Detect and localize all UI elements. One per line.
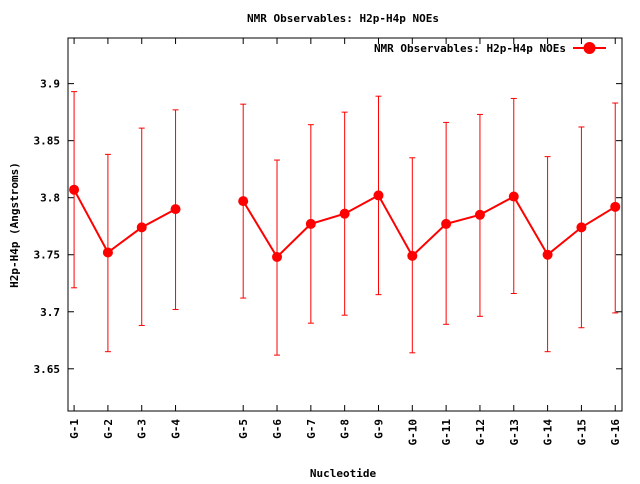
y-tick-label: 3.7: [40, 306, 60, 319]
data-point: [238, 196, 249, 207]
x-tick-label: G-2: [102, 419, 115, 439]
data-point: [474, 209, 485, 220]
data-points: [69, 184, 621, 263]
y-axis-label: H2p-H4p (Angstroms): [8, 162, 21, 288]
x-tick-label: G-1: [68, 419, 81, 439]
x-tick-label: G-12: [474, 419, 487, 446]
data-point: [441, 218, 452, 229]
series-line-segment: [73, 189, 177, 254]
legend-marker: [583, 42, 596, 54]
y-tick-label: 3.75: [34, 249, 61, 262]
data-point: [508, 191, 519, 202]
x-tick-label: G-16: [609, 419, 622, 446]
data-point: [339, 208, 350, 219]
x-tick-label: G-9: [372, 419, 385, 439]
series-lines: [73, 189, 616, 259]
data-point: [170, 204, 181, 215]
x-axis-label: Nucleotide: [310, 467, 377, 480]
y-tick-label: 3.8: [40, 192, 60, 205]
axes: 3.65 3.7 3.75 3.8 3.85 3.9 G-1 G-2 G-3 G-4 G-5 G-6 G…: [34, 37, 623, 446]
data-point: [610, 201, 621, 212]
data-point: [102, 247, 113, 258]
x-tick-label: G-8: [339, 419, 352, 439]
legend: NMR Observables: H2p-H4p NOEs: [374, 42, 606, 55]
series-line-segment: [242, 194, 616, 259]
data-point: [373, 190, 384, 201]
data-point: [272, 252, 283, 263]
chart-title: NMR Observables: H2p-H4p NOEs: [247, 12, 439, 25]
x-tick-label: G-15: [575, 419, 588, 446]
data-point: [136, 222, 147, 233]
data-point: [69, 184, 80, 195]
x-tick-label: G-6: [271, 419, 284, 439]
y-tick-label: 3.9: [40, 78, 60, 91]
y-tick-label: 3.85: [34, 135, 61, 148]
y-tick-label: 3.65: [34, 363, 61, 376]
x-tick-label: G-4: [170, 419, 183, 439]
x-tick-label: G-3: [136, 419, 149, 439]
data-point: [407, 250, 418, 261]
legend-label: NMR Observables: H2p-H4p NOEs: [374, 42, 566, 55]
data-point: [542, 249, 553, 260]
x-tick-label: G-11: [440, 419, 453, 446]
data-point: [576, 222, 587, 233]
x-tick-label: G-5: [237, 419, 250, 439]
x-tick-label: G-10: [406, 419, 419, 446]
x-tick-label: G-14: [542, 419, 555, 446]
x-tick-label: G-7: [305, 419, 318, 439]
x-tick-label: G-13: [508, 419, 521, 446]
data-point: [305, 218, 316, 229]
